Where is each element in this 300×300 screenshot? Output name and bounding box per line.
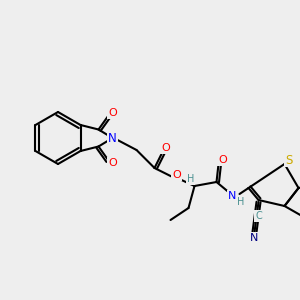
Text: H: H	[237, 197, 244, 207]
Text: N: N	[250, 233, 259, 243]
Text: O: O	[172, 170, 181, 180]
Text: C: C	[255, 211, 262, 221]
Text: N: N	[108, 131, 117, 145]
Text: H: H	[187, 174, 194, 184]
Text: O: O	[108, 109, 117, 118]
Text: N: N	[228, 191, 237, 201]
Text: S: S	[285, 154, 292, 166]
Text: O: O	[218, 155, 227, 165]
Text: O: O	[108, 158, 117, 167]
Text: O: O	[161, 143, 170, 153]
